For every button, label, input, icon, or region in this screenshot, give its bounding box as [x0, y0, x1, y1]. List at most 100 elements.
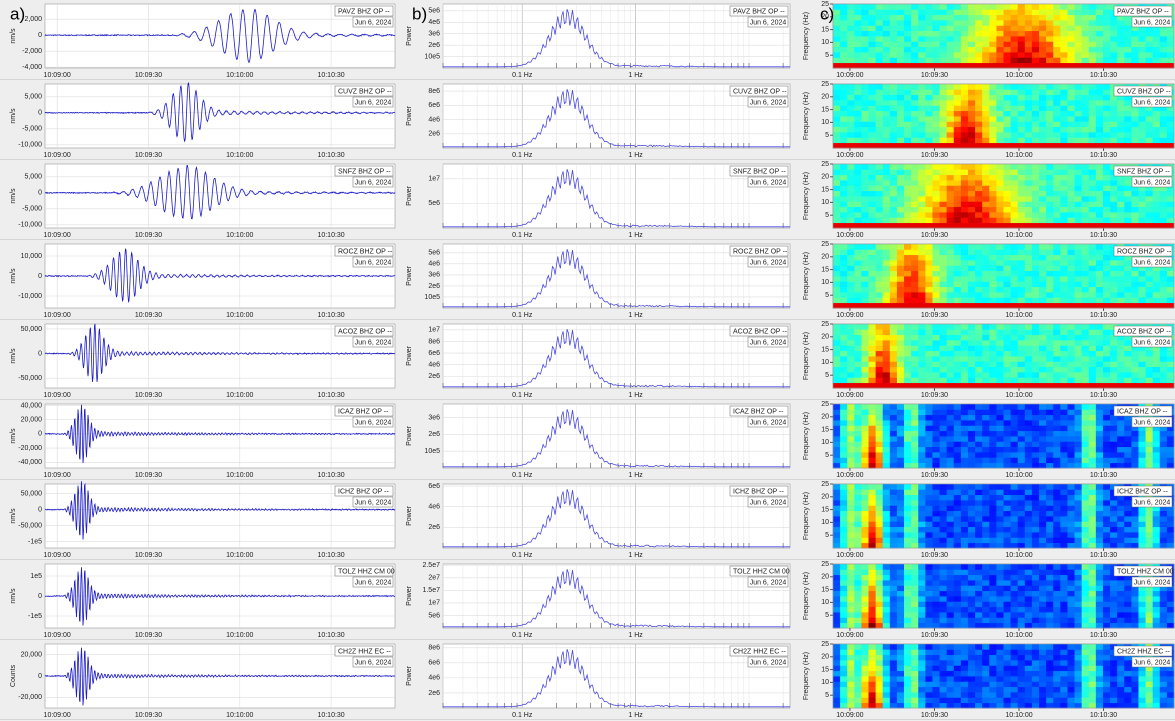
spectrogram-cell: [840, 9, 848, 16]
spectrogram-cell: [1110, 254, 1118, 261]
spectrogram-cell: [1081, 345, 1090, 352]
spectrogram-cell: [1117, 260, 1125, 266]
y-tick-label: 20: [821, 494, 829, 501]
spectrogram-cell: [833, 606, 841, 613]
spectrogram-cell: [875, 324, 884, 330]
spectrogram-cell: [1088, 409, 1097, 416]
spectrogram-cell: [882, 89, 891, 96]
spectrogram-cell: [1003, 292, 1011, 298]
spectrogram-cell: [1102, 126, 1111, 133]
spectrogram-cell: [1166, 110, 1175, 117]
spectrogram-cell: [875, 446, 884, 453]
spectrogram-cell: [1010, 94, 1019, 101]
spectrogram-cell: [982, 94, 990, 101]
spectrogram-cell: [896, 334, 905, 341]
spectrogram-cell: [911, 526, 919, 533]
spectrogram-cell: [1110, 526, 1118, 533]
spectrogram-cell: [1159, 372, 1168, 378]
spectrogram-cell: [896, 217, 905, 224]
spectrogram-cell: [1088, 206, 1097, 213]
spectrogram-cell: [1081, 340, 1090, 346]
spectrum: [443, 89, 790, 148]
spectrogram-cell: [875, 521, 884, 528]
spectrogram-cell: [953, 254, 962, 261]
spectrogram-cell: [989, 132, 997, 138]
spectrogram-cell: [989, 20, 997, 26]
spectrogram-cell: [875, 286, 884, 293]
spectrogram-cell: [1095, 276, 1104, 282]
spectrogram-cell: [854, 361, 862, 368]
spectrogram-cell: [953, 185, 962, 192]
spectrogram-cell: [833, 489, 841, 496]
spectrogram-cell: [960, 206, 969, 213]
spectrogram-cell: [996, 484, 1004, 490]
spectrogram-cell: [1102, 14, 1111, 21]
spectrogram-cell: [882, 505, 891, 512]
spectrogram-cell: [1102, 281, 1111, 288]
spectrogram-cell: [1117, 222, 1125, 229]
spectrogram-cell: [896, 254, 905, 261]
spectrogram-cell: [1102, 361, 1111, 368]
spectrogram-cell: [1067, 436, 1075, 442]
y-tick-label: 10e5: [424, 53, 440, 60]
spectrogram-cell: [861, 377, 869, 384]
spectrogram-cell: [896, 174, 905, 181]
spectrogram-cell: [982, 414, 990, 421]
spectrogram-cell: [1017, 425, 1026, 432]
spectrogram-cell: [904, 484, 912, 490]
spectrogram-cell: [882, 52, 891, 58]
spectrogram-cell: [939, 404, 948, 410]
spectrogram-cell: [1003, 105, 1011, 112]
spectrogram-cell: [1088, 105, 1097, 112]
spectrogram-cell: [1088, 94, 1097, 101]
spectrogram-cell: [889, 201, 898, 208]
spectrogram-cell: [1010, 457, 1019, 464]
spectrogram-cell: [875, 84, 884, 90]
spectrogram-cell: [1039, 286, 1047, 293]
spectrogram-cell: [1060, 329, 1068, 336]
spectrogram-cell: [982, 276, 990, 282]
spectrogram-cell: [1102, 94, 1111, 101]
spectrogram-cell: [1031, 500, 1040, 506]
station-label: ROCZ BHZ OP --: [1117, 248, 1172, 255]
spectrogram-cell: [1010, 244, 1019, 250]
spectrogram-cell: [1110, 105, 1118, 112]
spectrogram-cell: [918, 382, 926, 389]
spectrogram-cell: [1074, 100, 1083, 106]
spectrogram-cell: [833, 286, 841, 293]
spectrogram-cell: [896, 329, 905, 336]
spectrogram-cell: [1046, 196, 1054, 202]
spectrogram-cell: [875, 334, 884, 341]
spectrogram-cell: [925, 345, 933, 352]
spectrogram-cell: [925, 441, 933, 448]
spectrogram-cell: [833, 425, 841, 432]
spectrogram-cell: [1110, 537, 1118, 544]
spectrogram-cell: [833, 281, 841, 288]
date-box: [1131, 176, 1173, 188]
spectrogram-cell: [960, 20, 969, 26]
y-axis-label: Frequency (Hz): [803, 12, 810, 60]
spectrogram-cell: [1081, 329, 1090, 336]
spectrogram-cell: [875, 14, 884, 21]
spectrogram-cell: [1031, 4, 1040, 10]
spectrogram-cell: [833, 206, 841, 213]
spectrogram-cell: [911, 286, 919, 293]
spectrogram-cell: [889, 505, 898, 512]
spectrogram-cell: [1152, 505, 1161, 512]
spectrogram-cell: [847, 121, 855, 128]
spectrogram-cell: [1039, 409, 1047, 416]
spectrogram-cell: [847, 212, 855, 218]
spectrogram-cell: [1031, 206, 1040, 213]
spectrogram-cell: [1095, 4, 1104, 10]
spectrogram-cell: [1074, 142, 1083, 149]
y-tick-label: 5: [825, 372, 829, 379]
spectrogram-cell: [882, 249, 891, 256]
y-axis-label: Frequency (Hz): [803, 172, 810, 220]
spectrogram-cell: [967, 180, 976, 186]
spectrogram-cell: [911, 249, 919, 256]
spectrogram-cell: [932, 174, 940, 181]
spectrogram-cell: [1102, 121, 1111, 128]
spectrogram-cell: [911, 436, 919, 442]
spectrogram-cell: [1060, 57, 1068, 64]
spectrogram-cell: [967, 436, 976, 442]
